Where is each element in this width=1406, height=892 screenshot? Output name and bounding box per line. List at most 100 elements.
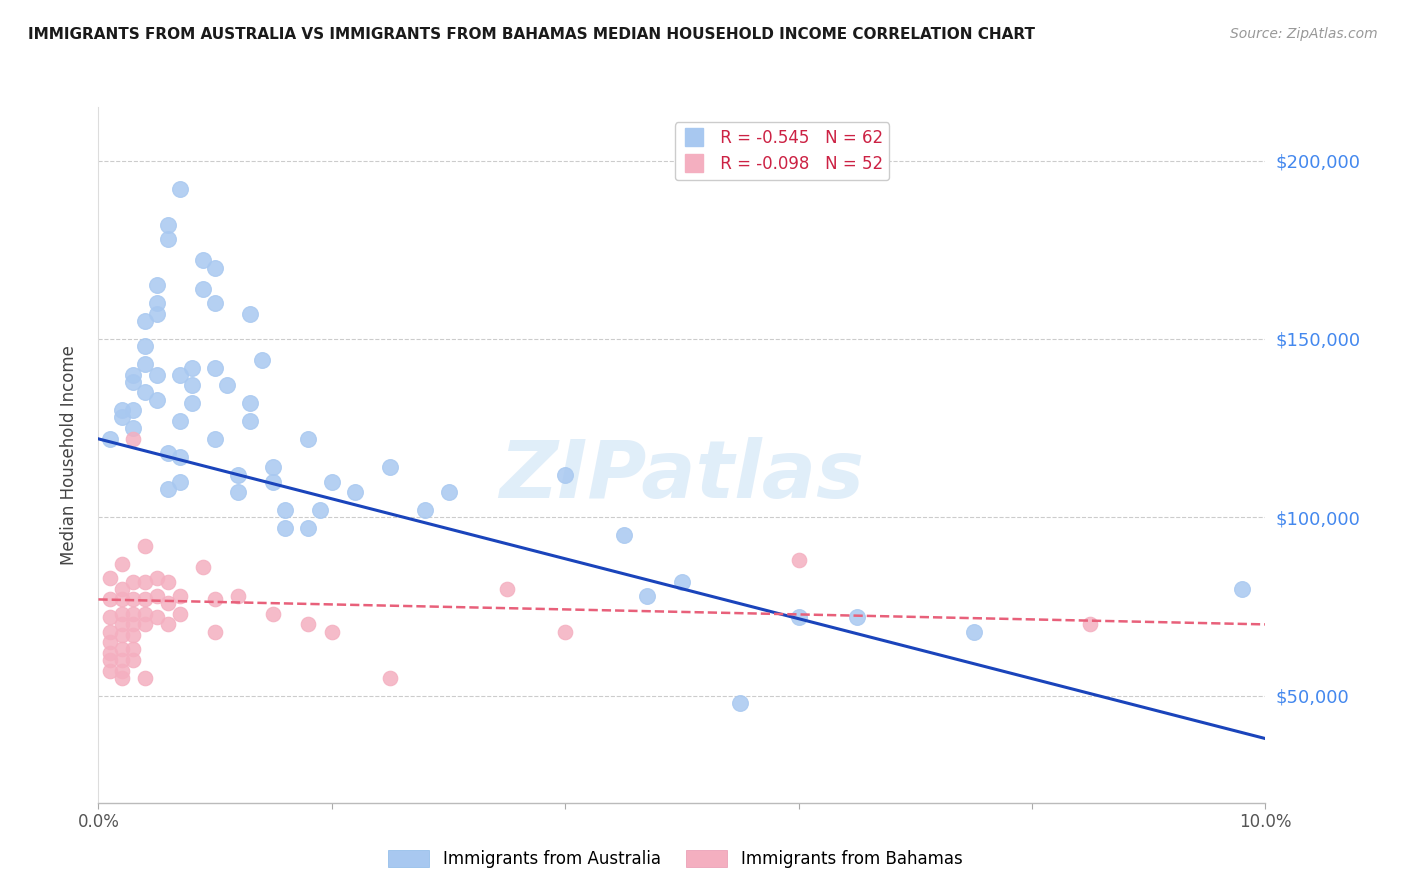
Point — [111, 607, 134, 621]
Point — [157, 596, 180, 610]
Point — [98, 432, 121, 446]
Point — [169, 182, 191, 196]
Point — [134, 592, 156, 607]
Point — [228, 467, 250, 482]
Point — [215, 378, 238, 392]
Point — [134, 339, 156, 353]
Point — [169, 607, 191, 621]
Point — [1080, 617, 1102, 632]
Point — [111, 628, 134, 642]
Point — [157, 218, 180, 232]
Point — [204, 624, 226, 639]
Point — [111, 592, 134, 607]
Point — [111, 410, 134, 425]
Point — [180, 396, 202, 410]
Point — [239, 414, 262, 428]
Point — [204, 592, 226, 607]
Point — [262, 460, 284, 475]
Point — [98, 592, 121, 607]
Point — [378, 460, 402, 475]
Point — [962, 624, 984, 639]
Point — [111, 617, 134, 632]
Text: ZIPatlas: ZIPatlas — [499, 437, 865, 515]
Point — [297, 432, 319, 446]
Point — [157, 482, 180, 496]
Point — [228, 485, 250, 500]
Point — [180, 378, 202, 392]
Point — [636, 589, 658, 603]
Point — [787, 553, 810, 567]
Point — [111, 582, 134, 596]
Point — [554, 467, 576, 482]
Point — [98, 653, 121, 667]
Point — [146, 368, 169, 382]
Point — [495, 582, 517, 596]
Point — [146, 571, 169, 585]
Point — [728, 696, 751, 710]
Point — [111, 403, 134, 417]
Point — [787, 610, 810, 624]
Point — [297, 617, 319, 632]
Point — [146, 392, 169, 407]
Point — [239, 396, 262, 410]
Point — [146, 296, 169, 310]
Point — [134, 607, 156, 621]
Point — [169, 450, 191, 464]
Point — [98, 610, 121, 624]
Point — [122, 403, 145, 417]
Point — [122, 432, 145, 446]
Point — [344, 485, 367, 500]
Point — [193, 282, 215, 296]
Point — [111, 671, 134, 685]
Point — [122, 607, 145, 621]
Point — [274, 521, 297, 535]
Point — [134, 539, 156, 553]
Point — [262, 607, 284, 621]
Point — [157, 574, 180, 589]
Point — [134, 385, 156, 400]
Point — [134, 617, 156, 632]
Point — [98, 664, 121, 678]
Y-axis label: Median Household Income: Median Household Income — [59, 345, 77, 565]
Point — [134, 357, 156, 371]
Point — [111, 642, 134, 657]
Point — [378, 671, 402, 685]
Point — [671, 574, 693, 589]
Point — [122, 421, 145, 435]
Point — [193, 253, 215, 268]
Point — [122, 653, 145, 667]
Point — [169, 475, 191, 489]
Point — [297, 521, 319, 535]
Point — [239, 307, 262, 321]
Point — [228, 589, 250, 603]
Point — [413, 503, 436, 517]
Text: Source: ZipAtlas.com: Source: ZipAtlas.com — [1230, 27, 1378, 41]
Point — [204, 432, 226, 446]
Point — [169, 414, 191, 428]
Point — [134, 574, 156, 589]
Point — [146, 278, 169, 293]
Point — [98, 624, 121, 639]
Legend:  R = -0.545   N = 62,  R = -0.098   N = 52: R = -0.545 N = 62, R = -0.098 N = 52 — [675, 122, 890, 180]
Point — [845, 610, 868, 624]
Point — [309, 503, 332, 517]
Point — [321, 624, 343, 639]
Text: IMMIGRANTS FROM AUSTRALIA VS IMMIGRANTS FROM BAHAMAS MEDIAN HOUSEHOLD INCOME COR: IMMIGRANTS FROM AUSTRALIA VS IMMIGRANTS … — [28, 27, 1035, 42]
Point — [157, 617, 180, 632]
Point — [250, 353, 273, 368]
Point — [122, 592, 145, 607]
Point — [204, 360, 226, 375]
Point — [111, 653, 134, 667]
Point — [262, 475, 284, 489]
Point — [612, 528, 634, 542]
Point — [204, 260, 226, 275]
Point — [98, 635, 121, 649]
Point — [157, 232, 180, 246]
Point — [134, 671, 156, 685]
Point — [437, 485, 460, 500]
Point — [122, 574, 145, 589]
Point — [146, 610, 169, 624]
Point — [204, 296, 226, 310]
Point — [111, 664, 134, 678]
Point — [122, 617, 145, 632]
